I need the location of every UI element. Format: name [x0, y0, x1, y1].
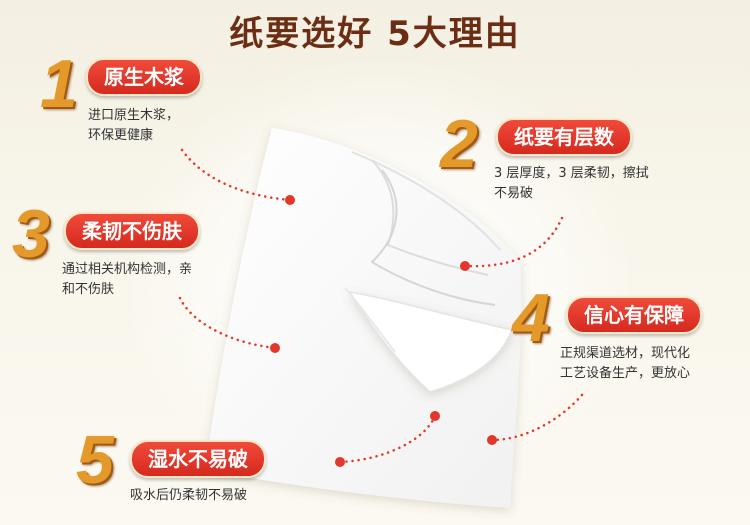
page-title: 纸要选好 5大理由 [229, 14, 521, 54]
connector-3 [178, 296, 277, 350]
reason-4-number: 4 [512, 280, 550, 356]
reason-1-label: 原生木浆 [86, 58, 202, 96]
reason-2-number: 2 [440, 106, 478, 182]
connector-4 [490, 393, 584, 442]
connector-2 [463, 216, 564, 268]
connector-dot-4 [487, 435, 497, 445]
connector-dot-3 [270, 343, 280, 353]
connector-dot-1 [285, 195, 295, 205]
connector-dot-5b [335, 457, 345, 467]
reason-1-number: 1 [40, 46, 78, 122]
reason-2-label: 纸要有层数 [496, 118, 632, 156]
reason-5-description: 吸水后仍柔韧不易破 [130, 488, 248, 503]
reason-4-label: 信心有保障 [566, 296, 702, 334]
reason-3-number: 3 [12, 196, 50, 272]
reason-2-description: 3 层厚度，3 层柔韧，擦拭 不易破 [494, 166, 649, 201]
reason-3-label: 柔韧不伤肤 [64, 212, 200, 250]
connector-dot-5a [430, 411, 440, 421]
reason-5-number: 5 [76, 422, 114, 498]
reason-5-label: 湿水不易破 [130, 440, 266, 478]
connector-1 [180, 148, 292, 202]
reason-1-description: 进口原生木浆， 环保更健康 [88, 108, 180, 143]
connector-dot-2 [460, 261, 470, 271]
connector-5 [338, 414, 437, 464]
reason-4-description: 正规渠道选材，现代化 工艺设备生产，更放心 [560, 346, 691, 381]
reason-3-description: 通过相关机构检测，亲 和不伤肤 [62, 262, 193, 297]
